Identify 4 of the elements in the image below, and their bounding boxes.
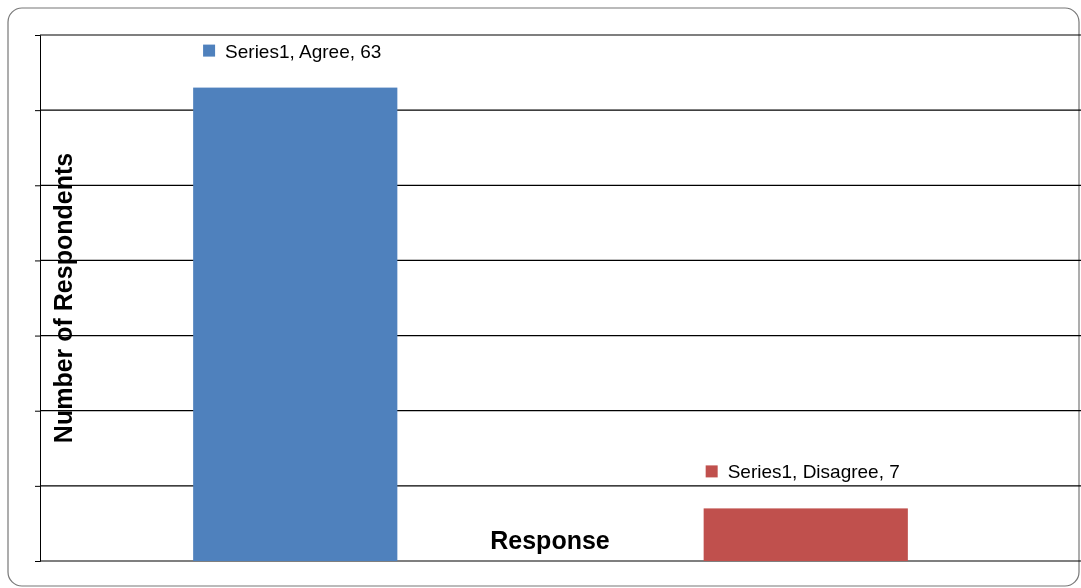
y-axis-title: Number of Respondents xyxy=(49,152,77,444)
x-axis-title: Response xyxy=(490,526,610,554)
data-label: Series1, Disagree, 7 xyxy=(727,461,900,483)
data-label: Series1, Agree, 63 xyxy=(225,40,382,62)
